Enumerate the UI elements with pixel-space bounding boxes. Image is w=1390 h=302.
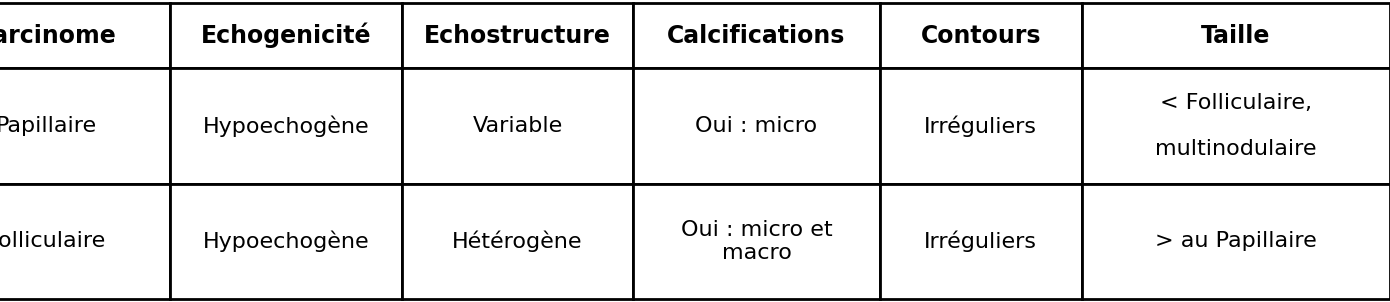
Text: Contours: Contours	[920, 24, 1041, 48]
Bar	[880, 68, 1081, 184]
Bar	[634, 3, 880, 68]
Bar	[880, 3, 1081, 68]
Text: Echogenicité: Echogenicité	[200, 23, 371, 48]
Bar	[634, 68, 880, 184]
Bar	[634, 184, 880, 299]
Bar	[1081, 184, 1390, 299]
Bar	[170, 68, 402, 184]
Text: Hypoechogène: Hypoechogène	[203, 230, 370, 252]
Text: Oui : micro et
macro: Oui : micro et macro	[681, 220, 833, 263]
Bar	[402, 68, 634, 184]
Bar	[0, 68, 170, 184]
Bar	[0, 184, 170, 299]
Text: Folliculaire: Folliculaire	[0, 231, 107, 251]
Text: > au Papillaire: > au Papillaire	[1155, 231, 1316, 251]
Text: Variable: Variable	[473, 116, 563, 136]
Bar	[170, 3, 402, 68]
Text: < Folliculaire,

multinodulaire: < Folliculaire, multinodulaire	[1155, 93, 1316, 159]
Text: Hypoechogène: Hypoechogène	[203, 115, 370, 137]
Text: Irréguliers: Irréguliers	[924, 115, 1037, 137]
Text: Echostructure: Echostructure	[424, 24, 610, 48]
Text: Carcinome: Carcinome	[0, 24, 117, 48]
Text: Calcifications: Calcifications	[667, 24, 845, 48]
Text: Papillaire: Papillaire	[0, 116, 97, 136]
Bar	[402, 184, 634, 299]
Bar	[1081, 3, 1390, 68]
Bar	[1081, 68, 1390, 184]
Text: Irréguliers: Irréguliers	[924, 230, 1037, 252]
Bar	[0, 3, 170, 68]
Bar	[402, 3, 634, 68]
Text: Oui : micro: Oui : micro	[695, 116, 817, 136]
Text: Hétérogène: Hétérogène	[452, 230, 582, 252]
Text: Taille: Taille	[1201, 24, 1270, 48]
Bar	[170, 184, 402, 299]
Bar	[880, 184, 1081, 299]
